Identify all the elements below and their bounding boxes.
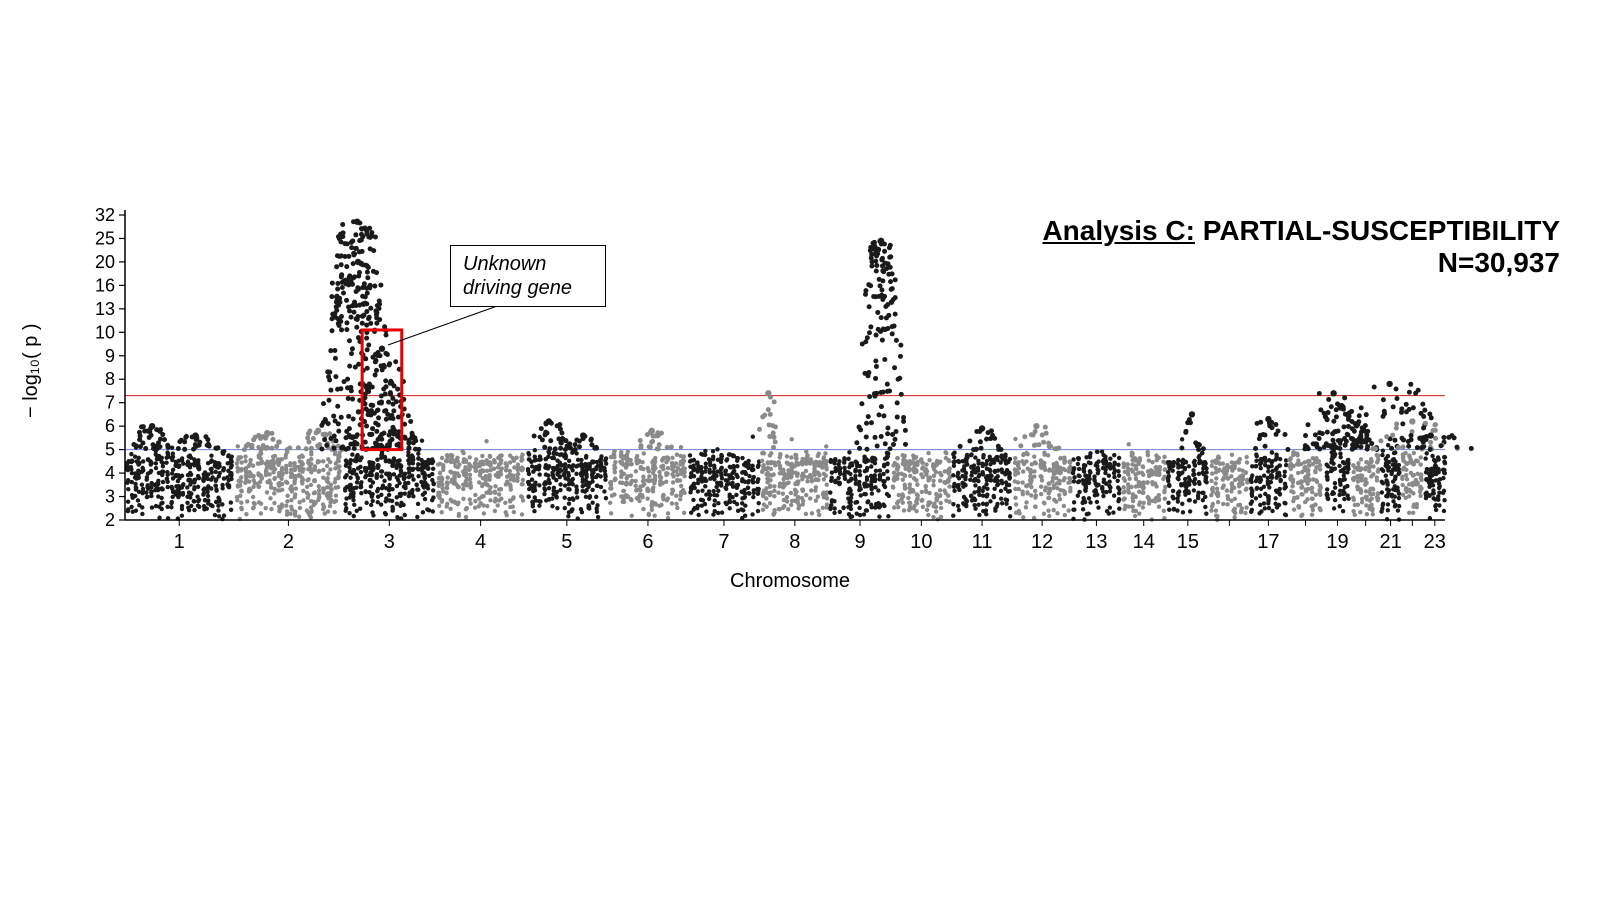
plot-svg: 2345678910131620253212345678910111213141… — [0, 0, 1600, 900]
y-axis-label: − log₁₀( p ) — [20, 323, 43, 418]
x-axis-label: Chromosome — [730, 570, 850, 593]
manhattan-plot: 2345678910131620253212345678910111213141… — [0, 0, 1600, 900]
title-suffix: PARTIAL-SUSCEPTIBILITY — [1195, 215, 1560, 246]
title-prefix: Analysis C: — [1042, 215, 1195, 246]
callout-box: Unknowndriving gene — [450, 245, 606, 307]
plot-subtitle: N=30,937 — [1042, 247, 1560, 279]
plot-title: Analysis C: PARTIAL-SUSCEPTIBILITY — [1042, 215, 1560, 247]
plot-title-block: Analysis C: PARTIAL-SUSCEPTIBILITY N=30,… — [1042, 215, 1560, 279]
